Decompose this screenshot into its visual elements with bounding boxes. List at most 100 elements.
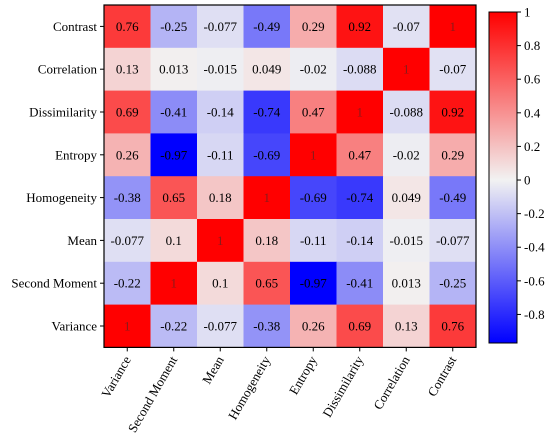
heatmap-cell-variance-entropy xyxy=(290,304,337,348)
x-tick-label-correlation: Correlation xyxy=(370,353,413,412)
colorbar-tick-label: 0.8 xyxy=(524,38,540,53)
cell-value-label: -0.38 xyxy=(253,319,280,334)
cell-value-label: -0.38 xyxy=(114,190,141,205)
cell-value-label: 0.049 xyxy=(392,190,421,205)
cell-value-label: -0.077 xyxy=(110,233,144,248)
heatmap-cell-entropy-contrast xyxy=(429,133,477,177)
heatmap-cell-entropy-correlation xyxy=(383,133,430,177)
heatmap-cell-contrast-correlation xyxy=(383,5,430,49)
heatmap-cell-second-moment-dissimilarity xyxy=(336,261,384,305)
x-tick-label-entropy: Entropy xyxy=(286,353,320,397)
heatmap-cell-mean-mean xyxy=(197,219,244,263)
heatmap-cell-second-moment-mean xyxy=(197,261,244,305)
heatmap-cell-homogeneity-contrast xyxy=(429,176,477,220)
heatmap-cell-correlation-variance xyxy=(104,47,151,91)
heatmap-cell-contrast-second-moment xyxy=(150,5,198,49)
cell-value-label: -0.41 xyxy=(346,276,373,291)
heatmap-cell-variance-correlation xyxy=(383,304,430,348)
cell-value-label: -0.25 xyxy=(160,19,187,34)
cell-value-label: 0.049 xyxy=(252,62,281,77)
x-tick-label-dissimilarity: Dissimilarity xyxy=(319,353,366,420)
heatmap-cell-mean-second-moment xyxy=(150,219,198,263)
heatmap-cell-dissimilarity-second-moment xyxy=(150,90,198,134)
colorbar-tick-label: 0.2 xyxy=(524,139,540,154)
cell-value-label: 1 xyxy=(264,190,271,205)
colorbar-tick-label: 0.4 xyxy=(524,105,541,120)
heatmap-cell-entropy-mean xyxy=(197,133,244,177)
y-tick-label-entropy: Entropy xyxy=(55,147,97,162)
cell-value-label: 0.18 xyxy=(209,190,232,205)
cell-value-label: -0.69 xyxy=(300,190,327,205)
heatmap-cell-dissimilarity-entropy xyxy=(290,90,337,134)
colorbar-gradient xyxy=(488,11,518,344)
heatmap-cell-second-moment-correlation xyxy=(383,261,430,305)
cell-value-label: 0.65 xyxy=(255,276,278,291)
cell-value-label: 0.013 xyxy=(159,62,188,77)
cell-value-label: 0.13 xyxy=(116,62,139,77)
heatmap-cell-entropy-variance xyxy=(104,133,151,177)
heatmap-cell-dissimilarity-homogeneity xyxy=(243,90,291,134)
heatmap-cell-variance-contrast xyxy=(429,304,477,348)
heatmap-cell-correlation-second-moment xyxy=(150,47,198,91)
cell-value-label: 0.69 xyxy=(348,319,371,334)
heatmap-cell-homogeneity-variance xyxy=(104,176,151,220)
cell-value-label: -0.077 xyxy=(203,319,237,334)
heatmap-cell-contrast-mean xyxy=(197,5,244,49)
heatmap-cell-entropy-entropy xyxy=(290,133,337,177)
heatmap-cell-variance-second-moment xyxy=(150,304,198,348)
cell-value-label: 0.92 xyxy=(441,105,464,120)
cell-value-label: 0.47 xyxy=(348,147,371,162)
y-tick-label-dissimilarity: Dissimilarity xyxy=(29,105,97,120)
heatmap-cell-mean-variance xyxy=(104,219,151,263)
colorbar-tick-label: 1 xyxy=(524,5,531,20)
cell-value-label: 1 xyxy=(124,319,131,334)
colorbar-tick-label: 0.6 xyxy=(524,72,541,87)
x-tick-label-mean: Mean xyxy=(199,353,227,387)
heatmap-cell-contrast-contrast xyxy=(429,5,477,49)
heatmap-cell-second-moment-second-moment xyxy=(150,261,198,305)
cell-value-label: 0.18 xyxy=(255,233,278,248)
cell-value-label: -0.41 xyxy=(160,105,187,120)
cell-value-label: -0.97 xyxy=(300,276,328,291)
cell-value-label: -0.74 xyxy=(253,105,281,120)
heatmap-cell-mean-contrast xyxy=(429,219,477,263)
cell-value-label: -0.22 xyxy=(160,319,187,334)
x-tick-label-contrast: Contrast xyxy=(424,353,459,399)
heatmap-cell-contrast-entropy xyxy=(290,5,337,49)
heatmap-cell-variance-dissimilarity xyxy=(336,304,384,348)
colorbar-tick-label: -0.6 xyxy=(524,273,545,288)
cell-value-label: 0.65 xyxy=(162,190,185,205)
x-tick-label-variance: Variance xyxy=(98,353,134,400)
heatmap-cell-correlation-homogeneity xyxy=(243,47,291,91)
heatmap-cell-second-moment-homogeneity xyxy=(243,261,291,305)
heatmap-cell-dissimilarity-mean xyxy=(197,90,244,134)
cell-value-label: -0.02 xyxy=(300,62,327,77)
heatmap-cell-mean-entropy xyxy=(290,219,337,263)
cell-value-label: 0.76 xyxy=(116,19,139,34)
cell-value-label: 0.1 xyxy=(212,276,228,291)
cell-value-label: 0.1 xyxy=(166,233,182,248)
y-tick-label-contrast: Contrast xyxy=(53,19,97,34)
heatmap-cell-variance-variance xyxy=(104,304,151,348)
cell-value-label: -0.22 xyxy=(114,276,141,291)
heatmap-cell-correlation-correlation xyxy=(383,47,430,91)
cell-value-label: -0.14 xyxy=(207,105,235,120)
colorbar-tick-label: -0.4 xyxy=(524,240,545,255)
heatmap-cell-contrast-dissimilarity xyxy=(336,5,384,49)
heatmap-cell-homogeneity-homogeneity xyxy=(243,176,291,220)
cell-value-label: -0.015 xyxy=(203,62,237,77)
y-axis-labels: Contrast Correlation Dissimilarity Entropy H… xyxy=(11,19,104,334)
cell-value-label: 0.92 xyxy=(348,19,371,34)
heatmap-cell-homogeneity-dissimilarity xyxy=(336,176,384,220)
cell-value-label: 0.69 xyxy=(116,105,139,120)
heatmap-cell-mean-correlation xyxy=(383,219,430,263)
heatmap-cell-homogeneity-entropy xyxy=(290,176,337,220)
cell-value-label: -0.69 xyxy=(253,147,280,162)
heatmap-cell-homogeneity-mean xyxy=(197,176,244,220)
cell-value-label: -0.49 xyxy=(253,19,280,34)
y-tick-label-mean: Mean xyxy=(67,233,97,248)
heatmap-cell-correlation-entropy xyxy=(290,47,337,91)
colorbar-tick-label: 0 xyxy=(524,173,531,188)
cell-value-label: -0.077 xyxy=(436,233,470,248)
cell-value-label: -0.11 xyxy=(300,233,327,248)
